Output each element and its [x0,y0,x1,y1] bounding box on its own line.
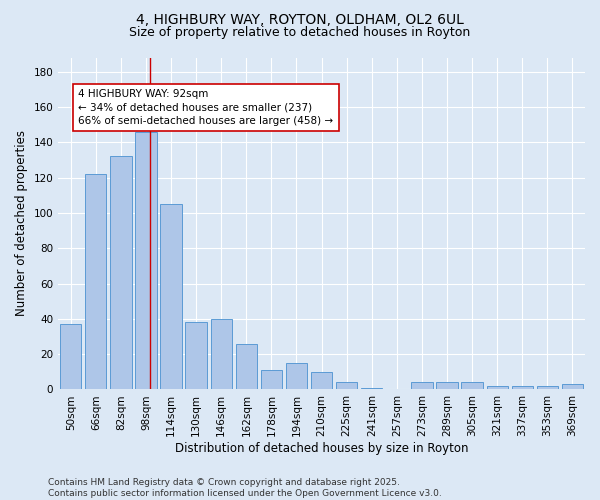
Text: Contains HM Land Registry data © Crown copyright and database right 2025.
Contai: Contains HM Land Registry data © Crown c… [48,478,442,498]
Bar [136,132,157,390]
Bar [562,384,583,390]
Bar [336,382,358,390]
Bar [160,204,182,390]
Y-axis label: Number of detached properties: Number of detached properties [15,130,28,316]
X-axis label: Distribution of detached houses by size in Royton: Distribution of detached houses by size … [175,442,469,455]
Bar [185,322,207,390]
Bar [487,386,508,390]
Bar [436,382,458,390]
Bar [85,174,106,390]
Bar [461,382,483,390]
Bar [286,363,307,390]
Text: Size of property relative to detached houses in Royton: Size of property relative to detached ho… [130,26,470,39]
Bar [537,386,558,390]
Bar [361,388,382,390]
Bar [60,324,82,390]
Text: 4, HIGHBURY WAY, ROYTON, OLDHAM, OL2 6UL: 4, HIGHBURY WAY, ROYTON, OLDHAM, OL2 6UL [136,12,464,26]
Text: 4 HIGHBURY WAY: 92sqm
← 34% of detached houses are smaller (237)
66% of semi-det: 4 HIGHBURY WAY: 92sqm ← 34% of detached … [78,90,334,126]
Bar [311,372,332,390]
Bar [110,156,131,390]
Bar [512,386,533,390]
Bar [236,344,257,390]
Bar [211,319,232,390]
Bar [261,370,282,390]
Bar [411,382,433,390]
